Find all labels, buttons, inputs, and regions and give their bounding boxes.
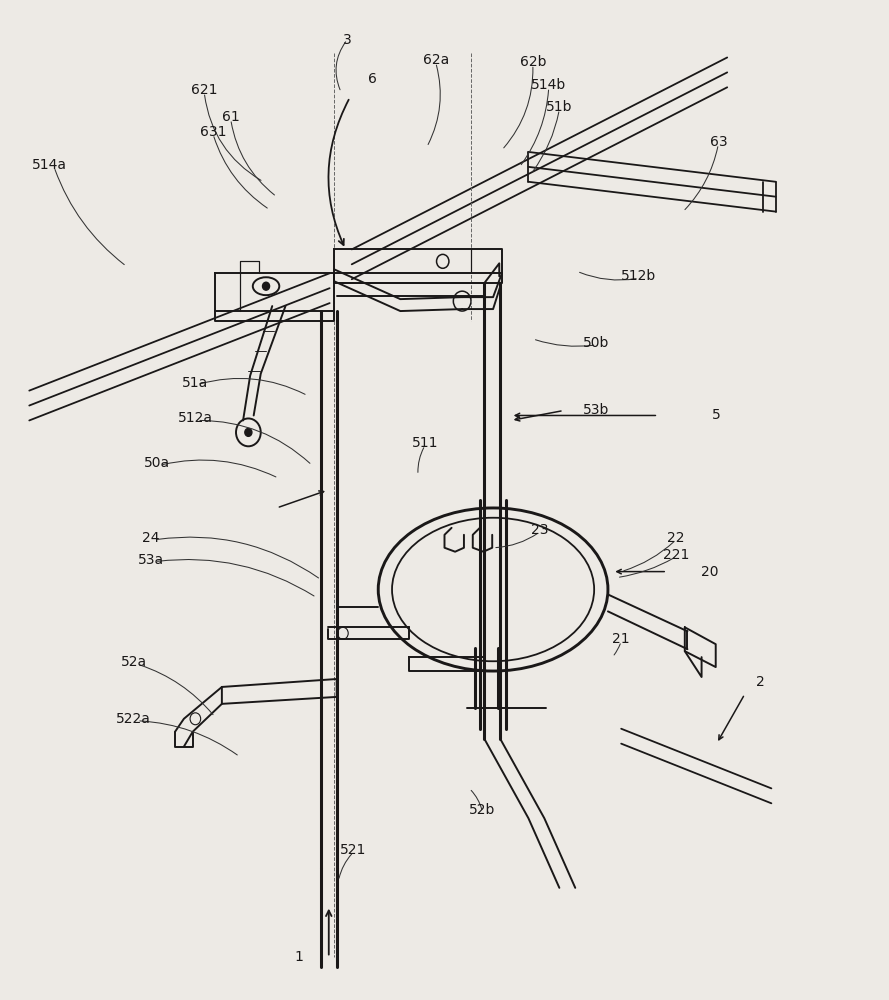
Circle shape [244,428,252,436]
Text: 221: 221 [663,548,689,562]
Text: 514a: 514a [32,158,67,172]
Text: 53a: 53a [138,553,164,567]
Circle shape [453,291,471,311]
Circle shape [436,254,449,268]
Text: 52b: 52b [469,803,496,817]
Circle shape [262,282,269,290]
Text: 51a: 51a [182,376,209,390]
Text: 61: 61 [222,110,239,124]
Text: 20: 20 [701,565,718,579]
Text: 1: 1 [294,950,303,964]
Text: 53b: 53b [583,403,610,417]
Text: 50a: 50a [144,456,171,470]
Text: 514b: 514b [531,78,566,92]
Text: 21: 21 [613,632,630,646]
Text: 24: 24 [142,531,160,545]
Text: 5: 5 [712,408,721,422]
Text: 512b: 512b [621,269,656,283]
Text: 63: 63 [709,135,727,149]
Text: 62a: 62a [422,53,449,67]
Text: 521: 521 [340,843,366,857]
Text: 3: 3 [343,33,352,47]
Text: 631: 631 [200,125,227,139]
Circle shape [236,418,260,446]
Text: 512a: 512a [178,411,212,425]
Text: 51b: 51b [546,100,573,114]
Text: 6: 6 [368,72,377,86]
Text: 62b: 62b [519,55,546,69]
Text: 22: 22 [668,531,685,545]
Ellipse shape [252,277,279,295]
Text: 52a: 52a [121,655,147,669]
Text: 2: 2 [757,675,765,689]
Text: 522a: 522a [116,712,151,726]
Text: 621: 621 [191,83,218,97]
Text: 511: 511 [412,436,438,450]
Text: 50b: 50b [583,336,610,350]
Text: 23: 23 [531,523,549,537]
